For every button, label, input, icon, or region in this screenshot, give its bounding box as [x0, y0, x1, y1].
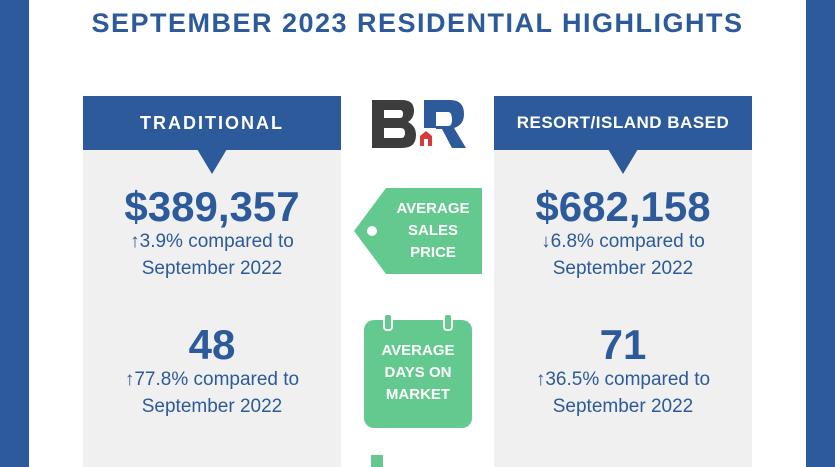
- traditional-days-change: ↑77.8% compared to: [124, 369, 300, 390]
- days-label-line-1: AVERAGE: [381, 342, 455, 359]
- traditional-header: TRADITIONAL: [83, 96, 341, 150]
- traditional-avg-days: 48: [188, 321, 236, 368]
- resort-days-change: ↑36.5% compared to: [535, 369, 711, 390]
- br-logo-icon: [372, 100, 466, 148]
- avg-sales-price-label: AVERAGE SALES PRICE: [383, 198, 483, 264]
- resort-days-reference: September 2022: [552, 396, 694, 417]
- resort-avg-days: 71: [599, 321, 647, 368]
- avg-days-on-market-label: AVERAGE DAYS ON MARKET: [362, 340, 474, 406]
- resort-panel: [494, 150, 752, 467]
- traditional-avg-price: $389,357: [124, 183, 300, 230]
- traditional-price-change: ↑3.9% compared to: [130, 231, 294, 252]
- right-border: [806, 0, 835, 467]
- bottom-green-mark: [371, 455, 383, 467]
- resort-price-change: ↓6.8% compared to: [541, 231, 705, 252]
- price-label-line-3: PRICE: [410, 244, 456, 261]
- price-tag-icon: [354, 188, 482, 274]
- resort-header-pointer: [608, 149, 638, 174]
- price-label-line-1: AVERAGE: [396, 200, 470, 217]
- traditional-price-reference: September 2022: [141, 258, 283, 279]
- resort-header: RESORT/ISLAND BASED: [494, 96, 752, 150]
- traditional-days-reference: September 2022: [141, 396, 283, 417]
- calendar-icon: [364, 314, 472, 428]
- days-label-line-3: MARKET: [385, 386, 451, 403]
- traditional-header-pointer: [197, 149, 227, 174]
- traditional-panel: [83, 150, 341, 467]
- price-label-line-2: SALES: [407, 222, 458, 239]
- left-border: [0, 0, 29, 467]
- resort-price-reference: September 2022: [552, 258, 694, 279]
- resort-avg-price: $682,158: [535, 183, 711, 230]
- days-label-line-2: DAYS ON: [384, 364, 452, 381]
- page-title: SEPTEMBER 2023 RESIDENTIAL HIGHLIGHTS: [91, 8, 744, 38]
